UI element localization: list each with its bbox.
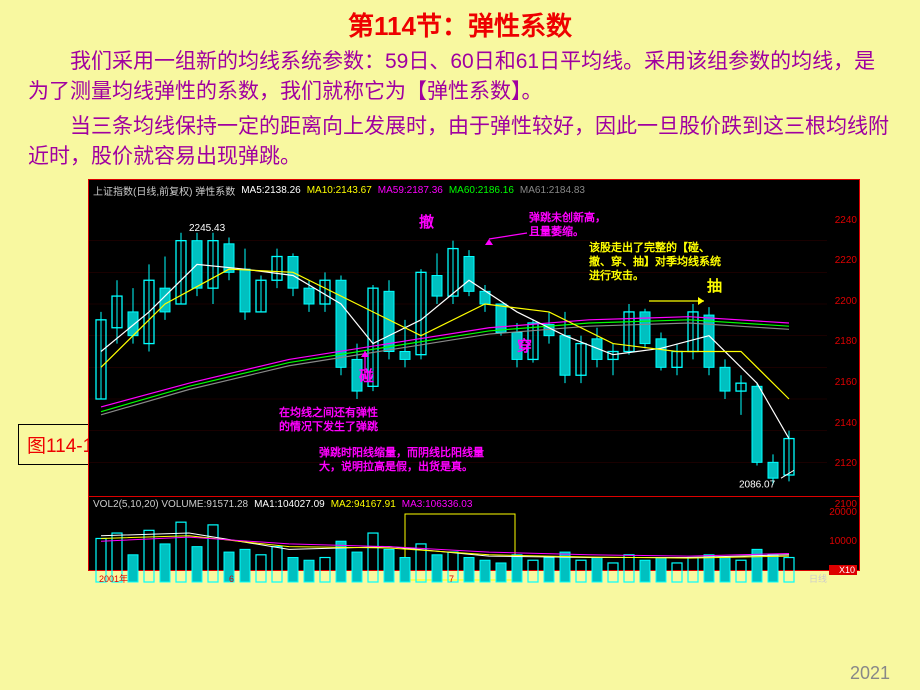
svg-text:弹跳时阳线缩量，而阴线比阳线量: 弹跳时阳线缩量，而阴线比阳线量 — [319, 445, 484, 459]
price-yaxis: 22402220220021802160214021202100 — [835, 201, 857, 518]
svg-text:穿: 穿 — [517, 337, 532, 355]
volume-legend: VOL2(5,10,20) VOLUME:91571.28 MA1:104027… — [89, 497, 859, 512]
chart-box: 上证指数(日线,前复权) 弹性系数 MA5:2138.26 MA10:2143.… — [88, 179, 860, 571]
legend-ma60: MA60:2186.16 — [449, 185, 514, 196]
page-footer: 2021 — [850, 663, 890, 684]
legend-ma10: MA10:2143.67 — [307, 185, 372, 196]
svg-text:进行攻击。: 进行攻击。 — [589, 268, 644, 282]
page-title: 第114节：弹性系数 — [0, 0, 920, 43]
svg-text:2245.43: 2245.43 — [189, 223, 226, 234]
price-legend: 上证指数(日线,前复权) 弹性系数 MA5:2138.26 MA10:2143.… — [89, 180, 859, 201]
svg-text:在均线之间还有弹性: 在均线之间还有弹性 — [279, 405, 378, 419]
svg-text:且量萎缩。: 且量萎缩。 — [529, 224, 584, 238]
vlegend-ma3: MA3:106336.03 — [402, 499, 473, 510]
vlegend-name: VOL2(5,10,20) VOLUME:91571.28 — [93, 499, 248, 510]
volume-chart: VOL2(5,10,20) VOLUME:91571.28 MA1:104027… — [89, 496, 859, 584]
svg-text:该股走出了完整的【碰、: 该股走出了完整的【碰、 — [589, 240, 710, 254]
paragraph-2: 当三条均线保持一定的距离向上发展时，由于弹性较好，因此一旦股价跌到这三根均线附近… — [0, 108, 920, 173]
svg-text:撤、穿、抽】对季均线系统: 撤、穿、抽】对季均线系统 — [589, 254, 721, 268]
price-svg: 2245.43 2086.07 撤 弹跳未创新高，且量萎缩。该股走出了完整的【碰、撤、… — [89, 201, 859, 496]
figure-container: 图114-1 上证指数(日线,前复权) 弹性系数 MA5:2138.26 MA1… — [28, 179, 892, 571]
svg-text:日线: 日线 — [809, 573, 827, 584]
svg-text:碰: 碰 — [359, 367, 374, 385]
legend-name: 上证指数(日线,前复权) 弹性系数 — [93, 183, 235, 198]
vlegend-ma2: MA2:94167.91 — [331, 499, 396, 510]
paragraph-1: 我们采用一组新的均线系统参数：59日、60日和61日平均线。采用该组参数的均线，… — [0, 43, 920, 108]
svg-text:7: 7 — [449, 574, 454, 584]
svg-text:2001年: 2001年 — [99, 573, 128, 584]
vlegend-ma1: MA1:104027.09 — [254, 499, 325, 510]
volume-yaxis: 2000010000X10 — [829, 507, 857, 575]
legend-ma59: MA59:2187.36 — [378, 185, 443, 196]
svg-text:2086.07: 2086.07 — [739, 479, 776, 490]
svg-text:大，说明拉高是假，出货是真。: 大，说明拉高是假，出货是真。 — [319, 459, 473, 473]
svg-text:6: 6 — [229, 574, 234, 584]
svg-text:抽: 抽 — [707, 277, 722, 295]
svg-text:撤: 撤 — [419, 213, 434, 231]
volume-svg: 2001年 6 7 日线 — [89, 512, 859, 584]
price-chart: 2245.43 2086.07 撤 弹跳未创新高，且量萎缩。该股走出了完整的【碰、撤、… — [89, 201, 859, 496]
legend-ma5: MA5:2138.26 — [241, 185, 301, 196]
legend-ma61: MA61:2184.83 — [520, 185, 585, 196]
svg-text:的情况下发生了弹跳: 的情况下发生了弹跳 — [279, 419, 378, 433]
svg-text:弹跳未创新高，: 弹跳未创新高， — [529, 210, 606, 224]
